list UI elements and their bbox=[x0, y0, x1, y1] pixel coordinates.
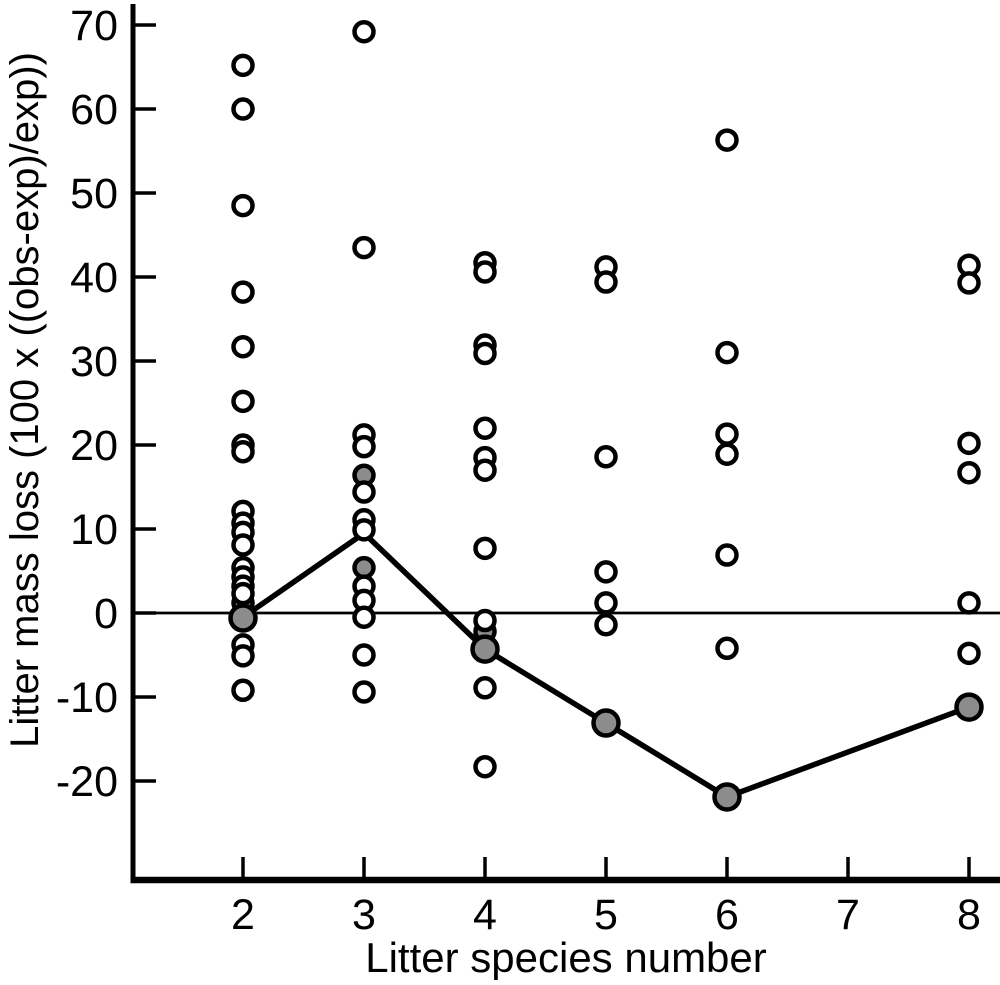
open-point-marker bbox=[715, 636, 739, 661]
open-point-marker bbox=[231, 644, 255, 668]
open-point-marker bbox=[352, 19, 376, 44]
open-point-marker bbox=[957, 641, 981, 666]
open-point-marker bbox=[473, 754, 497, 779]
mean-point-marker bbox=[591, 708, 621, 738]
y-tick-label: 0 bbox=[94, 590, 118, 638]
mean-point-marker bbox=[712, 782, 742, 812]
y-tick-label: -10 bbox=[56, 674, 118, 722]
open-point-marker bbox=[231, 533, 255, 557]
open-point-marker bbox=[715, 442, 739, 466]
y-tick-label: 10 bbox=[70, 506, 118, 554]
open-point-marker bbox=[715, 340, 739, 365]
open-point-marker bbox=[473, 416, 497, 440]
open-point-marker bbox=[231, 53, 255, 78]
open-point-marker bbox=[715, 422, 739, 446]
x-tick-label: 3 bbox=[352, 891, 376, 939]
y-tick-label: 20 bbox=[70, 422, 118, 470]
data-points bbox=[228, 19, 984, 812]
open-point-marker bbox=[352, 235, 376, 260]
mean-connecting-line bbox=[241, 529, 970, 801]
open-point-marker bbox=[231, 389, 255, 414]
open-point-marker bbox=[594, 445, 618, 469]
open-point-marker bbox=[473, 458, 497, 482]
y-tick-label: 50 bbox=[70, 170, 118, 218]
open-point-marker bbox=[957, 431, 981, 456]
y-axis-title: Litter mass loss (100 x ((obs-exp)/exp)) bbox=[3, 52, 47, 748]
open-point-marker bbox=[231, 280, 255, 304]
x-tick-label: 2 bbox=[231, 891, 255, 939]
y-axis-ticks: 70 60 50 40 30 20 10 0 -10 -20 bbox=[56, 2, 156, 806]
open-point-marker bbox=[352, 643, 376, 667]
open-point-marker bbox=[715, 543, 739, 567]
mean-point-marker bbox=[228, 603, 258, 633]
y-tick-label: 70 bbox=[70, 2, 118, 50]
x-tick-label: 5 bbox=[594, 891, 618, 939]
y-tick-label: 60 bbox=[70, 86, 118, 134]
open-point-marker bbox=[957, 460, 981, 485]
open-point-marker bbox=[473, 608, 497, 633]
open-point-marker bbox=[473, 260, 497, 284]
open-point-marker bbox=[231, 439, 255, 464]
y-tick-label: 40 bbox=[70, 254, 118, 302]
y-tick-label: 30 bbox=[70, 338, 118, 386]
gray-point-marker bbox=[352, 555, 376, 580]
open-point-marker bbox=[231, 193, 255, 218]
open-point-marker bbox=[594, 270, 618, 294]
open-point-marker bbox=[594, 613, 618, 637]
open-point-marker bbox=[231, 678, 255, 703]
mean-point-marker bbox=[954, 692, 984, 722]
open-point-marker bbox=[594, 591, 618, 615]
y-tick-label: -20 bbox=[56, 758, 118, 806]
open-point-marker bbox=[352, 434, 376, 459]
open-point-marker bbox=[231, 581, 255, 606]
open-point-marker bbox=[231, 97, 255, 121]
open-point-marker bbox=[957, 271, 981, 295]
mean-line-path bbox=[241, 529, 970, 801]
open-point-marker bbox=[957, 591, 981, 615]
open-point-marker bbox=[231, 334, 255, 359]
open-point-marker bbox=[473, 536, 497, 561]
open-point-marker bbox=[352, 518, 376, 542]
open-point-marker bbox=[715, 128, 739, 152]
open-point-marker bbox=[352, 605, 376, 629]
open-point-marker bbox=[473, 676, 497, 700]
x-tick-label: 8 bbox=[957, 891, 981, 939]
x-axis-title: Litter species number bbox=[365, 934, 767, 980]
open-point-marker bbox=[352, 480, 376, 504]
open-point-marker bbox=[352, 680, 376, 704]
x-axis-ticks: 2 3 4 5 6 7 8 bbox=[231, 857, 981, 939]
x-tick-label: 7 bbox=[836, 891, 860, 939]
x-tick-label: 6 bbox=[715, 891, 739, 939]
open-point-marker bbox=[473, 341, 497, 366]
mean-point-marker bbox=[470, 634, 500, 664]
open-point-marker bbox=[594, 560, 618, 584]
x-tick-label: 4 bbox=[473, 891, 497, 939]
